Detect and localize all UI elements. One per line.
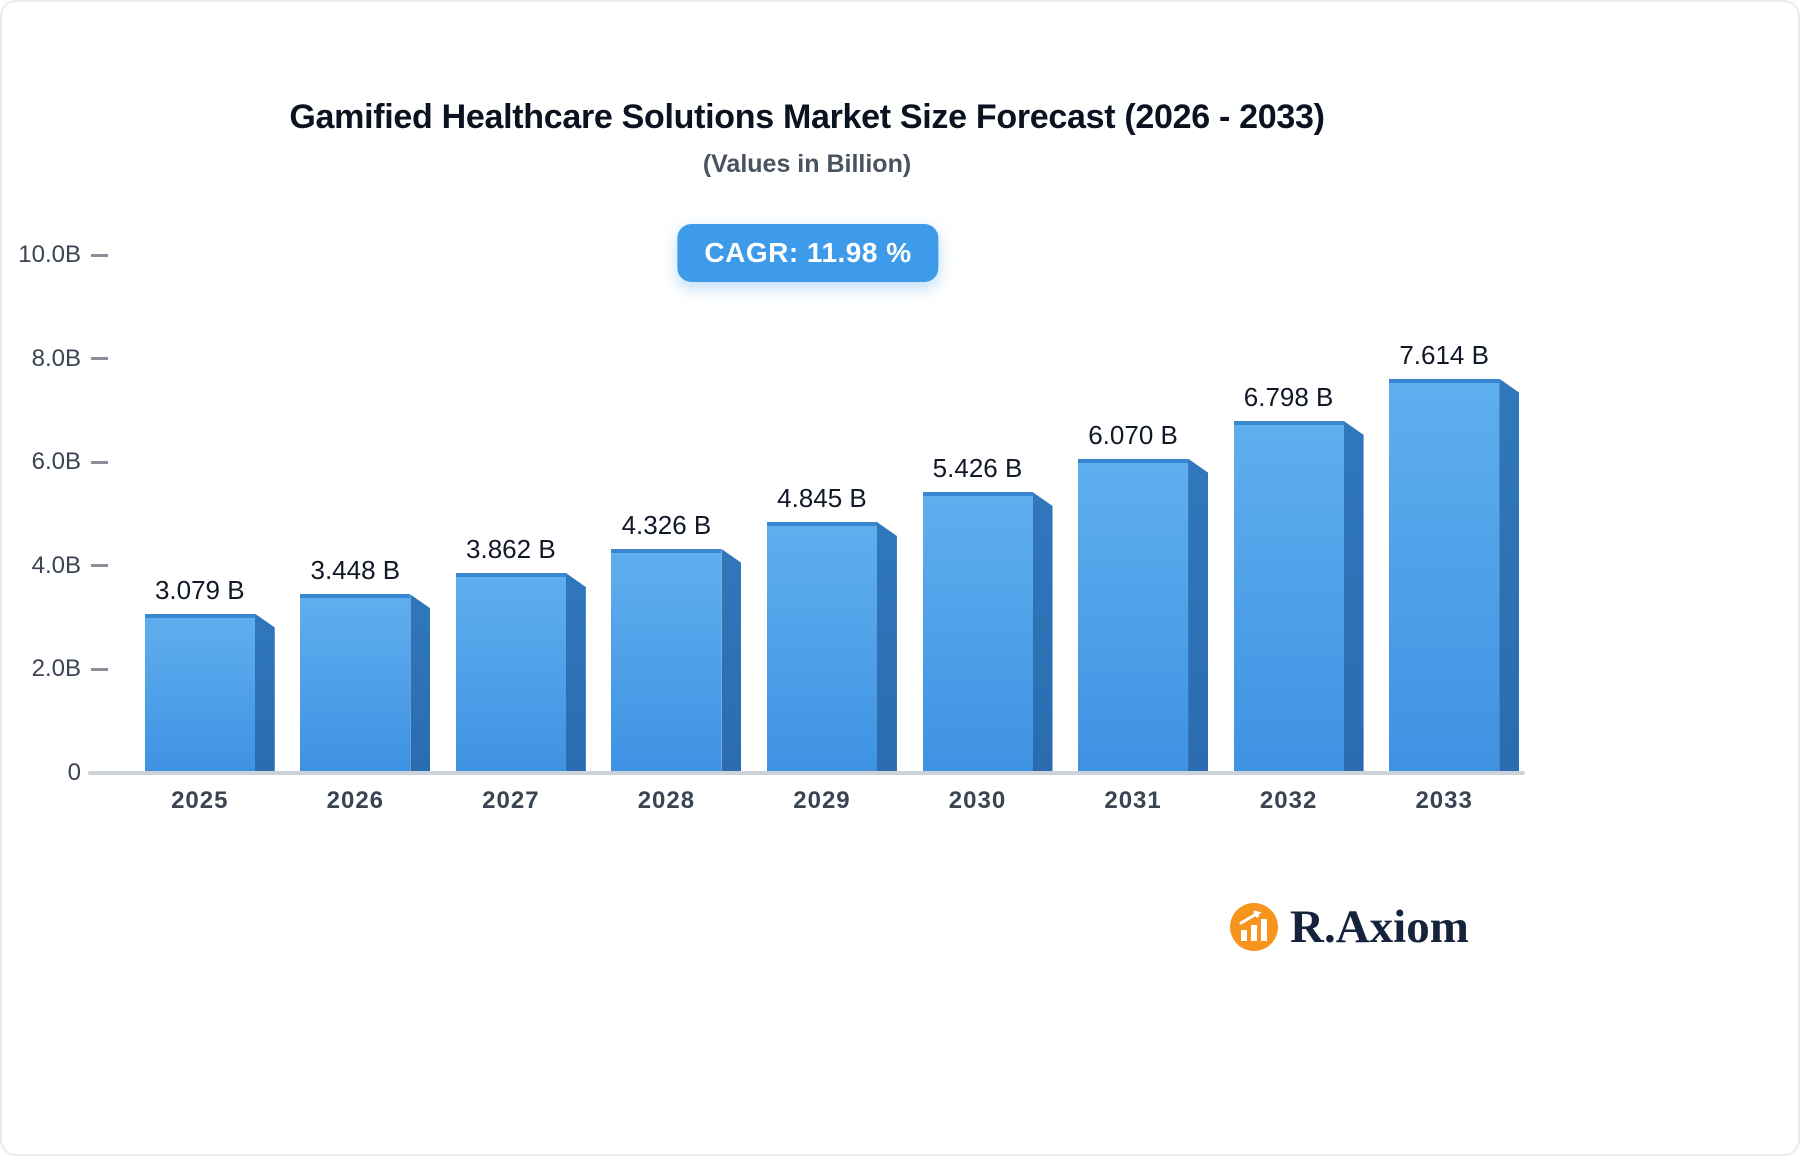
y-tick-label: 2.0B xyxy=(31,655,81,683)
bar-side-face xyxy=(565,572,586,773)
chart-title: Gamified Healthcare Solutions Market Siz… xyxy=(289,98,1325,136)
bar-group-2025: 3.079 B 2025 xyxy=(134,255,275,814)
bar-2027: 3.862 B xyxy=(455,534,586,773)
y-tick-mark xyxy=(91,460,108,464)
bar-side-face xyxy=(1343,420,1364,773)
bar-side-face xyxy=(721,548,742,773)
x-axis-line xyxy=(88,771,1525,775)
x-axis-label: 2032 xyxy=(1259,787,1318,814)
y-tick-label: 0 xyxy=(67,759,81,786)
bar-2026: 3.448 B xyxy=(300,555,431,773)
y-tick-label: 10.0B xyxy=(18,241,81,268)
bar-side-face xyxy=(410,594,431,773)
bar-value-label: 3.079 B xyxy=(154,574,245,605)
bar-value-label: 6.798 B xyxy=(1243,381,1334,412)
cagr-badge: CAGR: 11.98 % xyxy=(677,224,939,282)
bar-group-2029: 4.845 B 2029 xyxy=(756,255,897,814)
x-axis-label: 2026 xyxy=(326,787,385,814)
y-tick-mark xyxy=(91,667,108,671)
x-axis-label: 2031 xyxy=(1104,787,1162,814)
bar-value-label: 3.862 B xyxy=(466,533,556,564)
y-tick-label: 6.0B xyxy=(31,448,81,476)
bar-value-label: 4.845 B xyxy=(777,483,867,514)
bar-2028: 4.326 B xyxy=(611,510,742,773)
y-tick-mark xyxy=(91,253,108,257)
bar-side-face xyxy=(1032,491,1053,773)
y-tick-mark xyxy=(91,564,108,568)
bar-side-face xyxy=(876,522,897,773)
raxiom-logo-text: R.Axiom xyxy=(1290,901,1469,953)
plot-area: 3.079 B 2025 3.448 B 2026 3.862 B 2027 4.326 B… xyxy=(122,255,1522,814)
bar-2032: 6.798 B xyxy=(1233,382,1364,773)
bar-group-2027: 3.862 B 2027 xyxy=(445,255,586,814)
chart-subtitle: (Values in Billion) xyxy=(702,150,912,178)
x-axis-label: 2029 xyxy=(793,787,851,814)
x-axis-label: 2030 xyxy=(948,787,1007,814)
bar-group-2026: 3.448 B 2026 xyxy=(289,255,431,814)
bar-group-2028: 4.326 B 2028 xyxy=(600,255,742,814)
bar-2030: 5.426 B xyxy=(922,453,1053,773)
bar-group-2032: 6.798 B 2032 xyxy=(1223,255,1364,814)
bar-2025: 3.079 B xyxy=(144,575,275,773)
y-tick-label: 4.0B xyxy=(31,551,81,579)
y-tick-mark xyxy=(91,357,108,361)
bar-2033: 7.614 B xyxy=(1389,340,1520,773)
bar-side-face xyxy=(254,613,275,773)
bar-value-label: 7.614 B xyxy=(1399,339,1489,370)
bar-value-label: 5.426 B xyxy=(932,452,1023,483)
x-axis-label: 2033 xyxy=(1415,787,1473,814)
raxiom-logo-icon xyxy=(1230,903,1278,951)
y-tick-label: 8.0B xyxy=(31,344,81,372)
bar-side-face xyxy=(1188,458,1209,773)
bar-2031: 6.070 B xyxy=(1078,420,1209,773)
bar-group-2030: 5.426 B 2030 xyxy=(912,255,1053,814)
y-axis: 0 2.0B 4.0B 6.0B 8.0B 10.0B xyxy=(2,241,108,786)
bar-value-label: 6.070 B xyxy=(1088,419,1178,450)
bar-group-2031: 6.070 B 2031 xyxy=(1067,255,1209,814)
bar-group-2033: 7.614 B 2033 xyxy=(1378,255,1520,814)
raxiom-logo: R.Axiom xyxy=(1228,900,1469,954)
x-axis-label: 2025 xyxy=(171,787,229,814)
x-axis-label: 2028 xyxy=(637,787,696,814)
bar-side-face xyxy=(1499,378,1520,773)
bar-2029: 4.845 B xyxy=(766,483,897,773)
x-axis-label: 2027 xyxy=(482,787,540,814)
bar-value-label: 3.448 B xyxy=(310,555,401,586)
bar-value-label: 4.326 B xyxy=(621,509,712,540)
